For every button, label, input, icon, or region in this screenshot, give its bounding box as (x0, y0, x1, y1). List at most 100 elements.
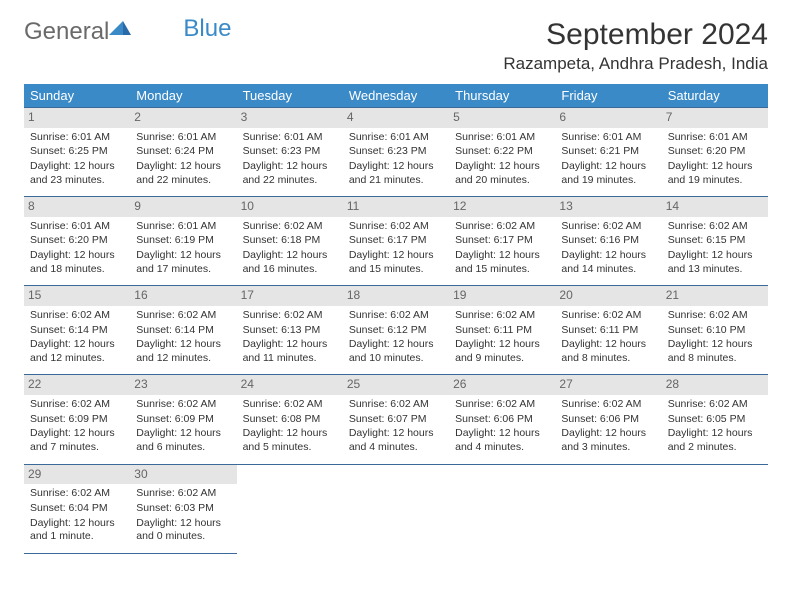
sunset-text: Sunset: 6:11 PM (455, 324, 549, 338)
logo-text-blue: Blue (183, 15, 231, 43)
calendar-cell (237, 464, 343, 553)
day-header: Wednesday (343, 84, 449, 108)
day-header: Tuesday (237, 84, 343, 108)
calendar-cell: 21Sunrise: 6:02 AMSunset: 6:10 PMDayligh… (662, 286, 768, 375)
sunset-text: Sunset: 6:23 PM (243, 145, 337, 159)
day-number: 24 (237, 375, 343, 395)
daylight-text: Daylight: 12 hours and 22 minutes. (243, 160, 337, 187)
day-number: 14 (662, 197, 768, 217)
sunset-text: Sunset: 6:25 PM (30, 145, 124, 159)
sunset-text: Sunset: 6:14 PM (30, 324, 124, 338)
day-number: 2 (130, 108, 236, 128)
daylight-text: Daylight: 12 hours and 22 minutes. (136, 160, 230, 187)
calendar-cell: 20Sunrise: 6:02 AMSunset: 6:11 PMDayligh… (555, 286, 661, 375)
logo: General Blue (24, 18, 231, 46)
sunset-text: Sunset: 6:22 PM (455, 145, 549, 159)
day-number: 27 (555, 375, 661, 395)
day-number: 10 (237, 197, 343, 217)
sunrise-text: Sunrise: 6:02 AM (561, 309, 655, 323)
sunrise-text: Sunrise: 6:02 AM (668, 398, 762, 412)
day-number: 1 (24, 108, 130, 128)
day-number: 29 (24, 465, 130, 485)
calendar-cell: 24Sunrise: 6:02 AMSunset: 6:08 PMDayligh… (237, 375, 343, 464)
sunrise-text: Sunrise: 6:02 AM (561, 220, 655, 234)
sunrise-text: Sunrise: 6:02 AM (668, 309, 762, 323)
sunset-text: Sunset: 6:03 PM (136, 502, 230, 516)
calendar-cell: 5Sunrise: 6:01 AMSunset: 6:22 PMDaylight… (449, 108, 555, 197)
sunrise-text: Sunrise: 6:01 AM (455, 131, 549, 145)
sunset-text: Sunset: 6:21 PM (561, 145, 655, 159)
daylight-text: Daylight: 12 hours and 8 minutes. (668, 338, 762, 365)
calendar-table: Sunday Monday Tuesday Wednesday Thursday… (24, 84, 768, 554)
calendar-cell: 19Sunrise: 6:02 AMSunset: 6:11 PMDayligh… (449, 286, 555, 375)
day-number: 23 (130, 375, 236, 395)
day-number: 22 (24, 375, 130, 395)
daylight-text: Daylight: 12 hours and 17 minutes. (136, 249, 230, 276)
calendar-cell: 25Sunrise: 6:02 AMSunset: 6:07 PMDayligh… (343, 375, 449, 464)
calendar-cell: 27Sunrise: 6:02 AMSunset: 6:06 PMDayligh… (555, 375, 661, 464)
calendar-row: 8Sunrise: 6:01 AMSunset: 6:20 PMDaylight… (24, 197, 768, 286)
sunrise-text: Sunrise: 6:02 AM (349, 220, 443, 234)
sunset-text: Sunset: 6:04 PM (30, 502, 124, 516)
daylight-text: Daylight: 12 hours and 13 minutes. (668, 249, 762, 276)
triangle-icon (109, 18, 131, 46)
day-header: Monday (130, 84, 236, 108)
calendar-cell (555, 464, 661, 553)
sunrise-text: Sunrise: 6:02 AM (455, 398, 549, 412)
sunrise-text: Sunrise: 6:02 AM (30, 309, 124, 323)
daylight-text: Daylight: 12 hours and 23 minutes. (30, 160, 124, 187)
sunset-text: Sunset: 6:17 PM (455, 234, 549, 248)
daylight-text: Daylight: 12 hours and 19 minutes. (561, 160, 655, 187)
sunset-text: Sunset: 6:10 PM (668, 324, 762, 338)
sunset-text: Sunset: 6:06 PM (561, 413, 655, 427)
sunrise-text: Sunrise: 6:02 AM (243, 398, 337, 412)
sunset-text: Sunset: 6:18 PM (243, 234, 337, 248)
calendar-cell: 16Sunrise: 6:02 AMSunset: 6:14 PMDayligh… (130, 286, 236, 375)
calendar-cell: 26Sunrise: 6:02 AMSunset: 6:06 PMDayligh… (449, 375, 555, 464)
daylight-text: Daylight: 12 hours and 2 minutes. (668, 427, 762, 454)
day-header: Friday (555, 84, 661, 108)
calendar-cell: 7Sunrise: 6:01 AMSunset: 6:20 PMDaylight… (662, 108, 768, 197)
sunset-text: Sunset: 6:09 PM (136, 413, 230, 427)
daylight-text: Daylight: 12 hours and 19 minutes. (668, 160, 762, 187)
sunrise-text: Sunrise: 6:02 AM (455, 309, 549, 323)
calendar-cell: 23Sunrise: 6:02 AMSunset: 6:09 PMDayligh… (130, 375, 236, 464)
calendar-cell: 11Sunrise: 6:02 AMSunset: 6:17 PMDayligh… (343, 197, 449, 286)
day-number: 26 (449, 375, 555, 395)
sunrise-text: Sunrise: 6:01 AM (349, 131, 443, 145)
sunrise-text: Sunrise: 6:01 AM (668, 131, 762, 145)
daylight-text: Daylight: 12 hours and 4 minutes. (349, 427, 443, 454)
sunrise-text: Sunrise: 6:02 AM (349, 398, 443, 412)
daylight-text: Daylight: 12 hours and 4 minutes. (455, 427, 549, 454)
sunrise-text: Sunrise: 6:02 AM (243, 220, 337, 234)
calendar-cell (662, 464, 768, 553)
sunrise-text: Sunrise: 6:01 AM (30, 131, 124, 145)
sunrise-text: Sunrise: 6:02 AM (136, 398, 230, 412)
calendar-cell: 1 Sunrise: 6:01 AMSunset: 6:25 PMDaylight… (24, 108, 130, 197)
sunrise-text: Sunrise: 6:02 AM (561, 398, 655, 412)
daylight-text: Daylight: 12 hours and 8 minutes. (561, 338, 655, 365)
day-number: 4 (343, 108, 449, 128)
sunrise-text: Sunrise: 6:01 AM (136, 131, 230, 145)
calendar-cell: 10Sunrise: 6:02 AMSunset: 6:18 PMDayligh… (237, 197, 343, 286)
sunset-text: Sunset: 6:19 PM (136, 234, 230, 248)
sunrise-text: Sunrise: 6:02 AM (30, 487, 124, 501)
calendar-cell (449, 464, 555, 553)
calendar-row: 1Sunrise: 6:01 AMSunset: 6:25 PMDaylight… (24, 108, 768, 197)
title-block: September 2024 Razampeta, Andhra Pradesh… (503, 18, 768, 74)
sunset-text: Sunset: 6:11 PM (561, 324, 655, 338)
calendar-row: 29 Sunrise: 6:02 AMSunset: 6:04 PM Dayligh… (24, 464, 768, 553)
sunrise-text: Sunrise: 6:02 AM (30, 398, 124, 412)
calendar-row: 22Sunrise: 6:02 AMSunset: 6:09 PMDayligh… (24, 375, 768, 464)
sunset-text: Sunset: 6:16 PM (561, 234, 655, 248)
calendar-cell: 9Sunrise: 6:01 AMSunset: 6:19 PMDaylight… (130, 197, 236, 286)
daylight-text: Daylight: 12 hours and 15 minutes. (455, 249, 549, 276)
day-header: Sunday (24, 84, 130, 108)
daylight-text: Daylight: 12 hours and 7 minutes. (30, 427, 124, 454)
sunset-text: Sunset: 6:15 PM (668, 234, 762, 248)
day-number: 13 (555, 197, 661, 217)
sunset-text: Sunset: 6:20 PM (30, 234, 124, 248)
daylight-text: Daylight: 12 hours and 0 minutes. (136, 517, 230, 544)
daylight-text: Daylight: 12 hours and 18 minutes. (30, 249, 124, 276)
calendar-row: 15Sunrise: 6:02 AMSunset: 6:14 PMDayligh… (24, 286, 768, 375)
